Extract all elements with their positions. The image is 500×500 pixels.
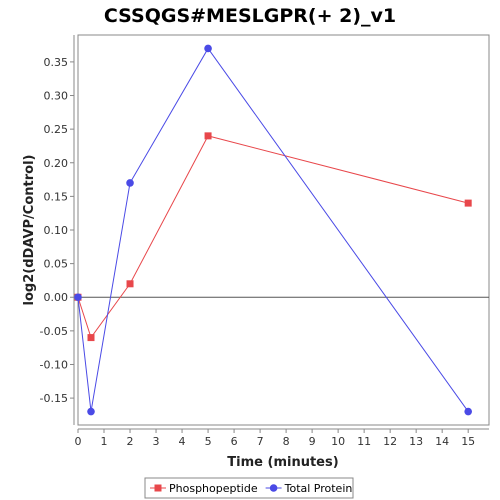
legend-marker-1 — [154, 484, 162, 492]
legend-marker-2 — [269, 484, 278, 492]
y-tick-label: 0.20 — [44, 157, 69, 170]
y-tick-label: 0.15 — [44, 190, 69, 203]
y-axis: -0.15 -0.10 -0.05 0.00 0.05 0.10 0.15 0.20 0.25 0… — [40, 35, 75, 425]
x-tick-label: 2 — [127, 435, 134, 448]
y-tick-label: 0.25 — [44, 123, 69, 136]
x-tick-label: 1 — [101, 435, 108, 448]
y-tick-label: -0.10 — [40, 358, 68, 371]
y-tick-label: 0.35 — [44, 56, 69, 69]
x-tick-label: 4 — [179, 435, 186, 448]
series-2-point — [464, 407, 472, 416]
x-tick-label: 9 — [309, 435, 316, 448]
x-tick-label: 11 — [357, 435, 371, 448]
x-tick-label: 6 — [231, 435, 238, 448]
series-2-point — [74, 293, 82, 302]
y-tick-label: 0.30 — [44, 90, 69, 103]
x-tick-label: 0 — [75, 435, 82, 448]
series-2-point — [87, 407, 95, 416]
series-2-point — [126, 179, 134, 187]
series-layer — [74, 44, 472, 416]
x-tick-label: 14 — [435, 435, 449, 448]
y-tick-label: -0.05 — [40, 325, 68, 338]
x-axis-label: Time (minutes) — [227, 455, 338, 470]
x-tick-label: 5 — [205, 435, 212, 448]
legend-box — [144, 477, 354, 499]
y-tick-label: 0.10 — [44, 224, 69, 237]
series-1-point — [87, 334, 95, 342]
x-tick-label: 15 — [461, 435, 475, 448]
y-axis-label: log2(dDAVP/Control) — [22, 155, 37, 306]
y-tick-label: 0.00 — [44, 291, 69, 304]
x-tick-label: 10 — [331, 435, 345, 448]
x-tick-label: 7 — [257, 435, 264, 448]
legend-label-1: Phosphopeptide — [169, 482, 258, 495]
y-tick-label: 0.05 — [44, 258, 69, 271]
legend-label-2: Total Protein — [284, 482, 353, 495]
series-1-point — [126, 280, 134, 288]
x-tick-label: 3 — [153, 435, 160, 448]
series-2-point — [204, 44, 212, 53]
series-1-point — [204, 132, 212, 140]
x-axis: 0 1 2 3 4 5 6 7 8 9 10 11 12 13 14 15 — [75, 428, 489, 448]
x-tick-label: 12 — [383, 435, 397, 448]
y-tick-label: -0.15 — [40, 392, 68, 405]
series-1-point — [464, 199, 472, 207]
legend: Phosphopeptide Total Protein — [144, 477, 354, 499]
x-tick-label: 8 — [283, 435, 290, 448]
plot-area — [77, 34, 490, 426]
chart-title: CSSQGS#MESLGPR(+ 2)_v1 — [104, 5, 396, 27]
x-tick-label: 13 — [409, 435, 423, 448]
